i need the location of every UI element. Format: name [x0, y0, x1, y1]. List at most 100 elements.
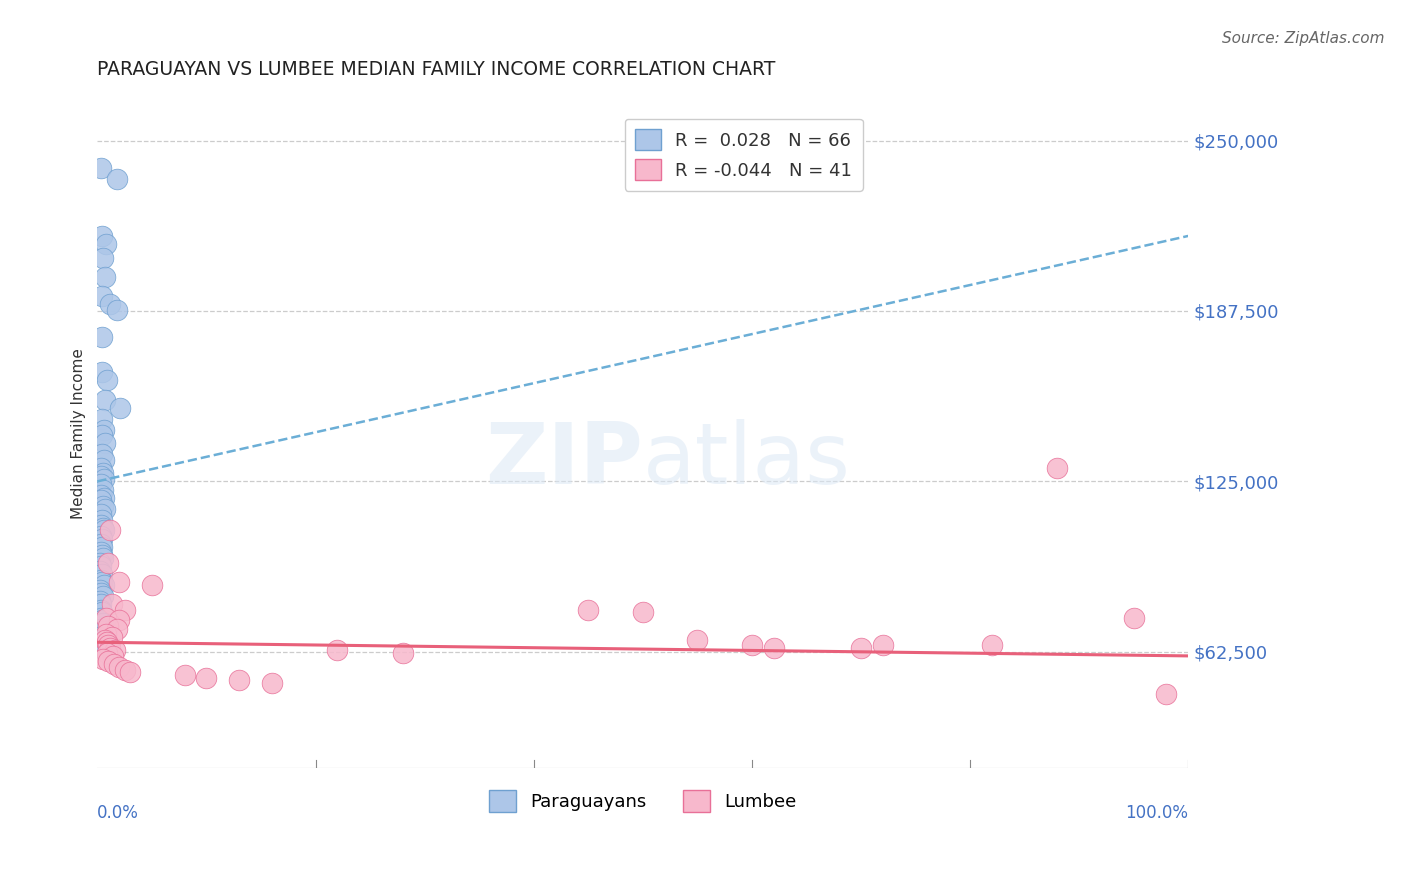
Point: [631, 605, 654, 619]
Text: 100.0%: 100.0%: [1125, 805, 1188, 822]
Point: [90, 545, 112, 559]
Legend: Paraguayans, Lumbee: Paraguayans, Lumbee: [482, 782, 804, 819]
Point: [108, 575, 131, 590]
Point: [90, 640, 112, 655]
Point: [89, 556, 111, 570]
Point: [105, 622, 128, 636]
Point: [94, 237, 117, 252]
Point: [260, 676, 283, 690]
Point: [94, 436, 117, 450]
Text: ZIP: ZIP: [485, 419, 643, 502]
Point: [96, 635, 118, 649]
Point: [228, 673, 250, 688]
Point: [97, 619, 120, 633]
Point: [89, 565, 111, 579]
Point: [90, 605, 112, 619]
Point: [94, 627, 117, 641]
Point: [90, 575, 112, 590]
Point: [90, 548, 112, 562]
Point: [91, 589, 114, 603]
Point: [980, 638, 1002, 652]
Point: [89, 594, 111, 608]
Point: [90, 573, 112, 587]
Point: [104, 643, 127, 657]
Text: 0.0%: 0.0%: [97, 805, 139, 822]
Point: [90, 507, 112, 521]
Point: [195, 671, 218, 685]
Point: [91, 483, 114, 497]
Point: [1122, 611, 1144, 625]
Point: [94, 501, 117, 516]
Point: [97, 654, 120, 668]
Point: [91, 466, 114, 480]
Point: [90, 622, 112, 636]
Point: [90, 460, 112, 475]
Point: [90, 540, 112, 554]
Point: [90, 161, 112, 175]
Point: [108, 614, 131, 628]
Point: [90, 477, 112, 491]
Point: [90, 447, 112, 461]
Point: [91, 521, 114, 535]
Point: [89, 638, 111, 652]
Point: [93, 452, 115, 467]
Point: [91, 616, 114, 631]
Point: [91, 651, 114, 665]
Point: [90, 488, 112, 502]
Point: [173, 668, 195, 682]
Point: [120, 665, 142, 680]
Point: [90, 493, 112, 508]
Point: [94, 269, 117, 284]
Point: [108, 660, 131, 674]
Point: [90, 614, 112, 628]
Point: [100, 524, 122, 538]
Point: [90, 529, 112, 543]
Text: atlas: atlas: [643, 419, 851, 502]
Point: [100, 640, 122, 655]
Point: [100, 630, 122, 644]
Point: [391, 646, 413, 660]
Point: [110, 401, 132, 415]
Point: [89, 583, 111, 598]
Point: [90, 512, 112, 526]
Point: [90, 330, 112, 344]
Point: [90, 611, 112, 625]
Point: [326, 643, 349, 657]
Point: [93, 491, 115, 505]
Point: [93, 578, 115, 592]
Point: [686, 632, 709, 647]
Point: [114, 663, 136, 677]
Point: [872, 638, 894, 652]
Point: [1156, 687, 1178, 701]
Point: [91, 499, 114, 513]
Point: [141, 578, 163, 592]
Point: [96, 646, 118, 660]
Point: [91, 251, 114, 265]
Point: [105, 171, 128, 186]
Point: [94, 611, 117, 625]
Point: [90, 537, 112, 551]
Point: [90, 469, 112, 483]
Point: [576, 602, 599, 616]
Point: [741, 638, 763, 652]
Point: [90, 365, 112, 379]
Point: [1046, 460, 1069, 475]
Point: [90, 602, 112, 616]
Point: [103, 657, 125, 671]
Point: [849, 640, 872, 655]
Point: [90, 428, 112, 442]
Point: [93, 524, 115, 538]
Point: [90, 411, 112, 425]
Text: Source: ZipAtlas.com: Source: ZipAtlas.com: [1222, 31, 1385, 46]
Point: [100, 297, 122, 311]
Point: [94, 392, 117, 407]
Y-axis label: Median Family Income: Median Family Income: [72, 348, 86, 519]
Point: [90, 518, 112, 533]
Point: [105, 302, 128, 317]
Point: [90, 229, 112, 244]
Text: PARAGUAYAN VS LUMBEE MEDIAN FAMILY INCOME CORRELATION CHART: PARAGUAYAN VS LUMBEE MEDIAN FAMILY INCOM…: [97, 60, 776, 78]
Point: [90, 624, 112, 639]
Point: [96, 374, 118, 388]
Point: [90, 289, 112, 303]
Point: [89, 630, 111, 644]
